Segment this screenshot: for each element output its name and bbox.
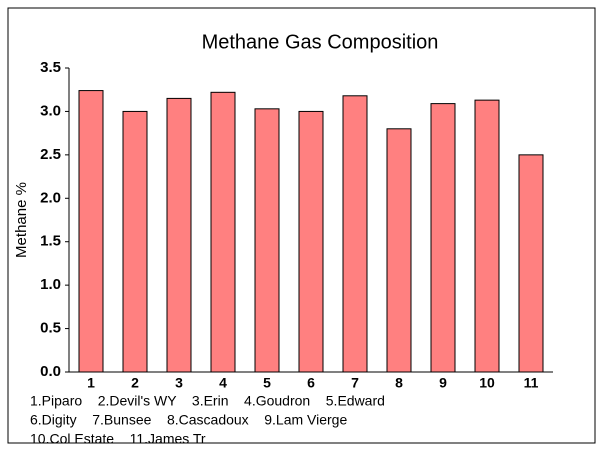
note: 1.Piparo 2.Devil's WY 3.Erin 4.Goudron 5… xyxy=(30,393,385,409)
bar xyxy=(518,154,544,373)
x-tick-label: 4 xyxy=(219,375,227,391)
bar xyxy=(342,95,368,373)
y-tick-label: 2.5 xyxy=(40,146,61,163)
x-tick-label: 7 xyxy=(351,375,359,391)
x-tick-label: 8 xyxy=(395,375,403,391)
x-tick-label: 9 xyxy=(439,375,447,391)
bar xyxy=(210,91,236,373)
bar xyxy=(254,108,280,373)
note: 6.Digity 7.Bunsee 8.Cascadoux 9.Lam Vier… xyxy=(30,412,347,428)
y-tick-label: 1.5 xyxy=(40,233,61,250)
y-tick-label: 1.0 xyxy=(40,276,61,293)
y-tick-label: 0.5 xyxy=(40,320,61,337)
y-tick-label: 2.0 xyxy=(40,189,61,206)
x-tick-label: 1 xyxy=(87,375,95,391)
note: 10.Col Estate 11.James Tr xyxy=(30,431,206,447)
bar xyxy=(78,90,104,373)
x-tick-label: 11 xyxy=(524,375,539,391)
x-tick-label: 10 xyxy=(479,375,495,391)
y-tick-label: 3.5 xyxy=(40,59,61,76)
x-tick-label: 5 xyxy=(263,375,271,391)
y-axis-label: Methane % xyxy=(13,182,30,258)
y-tick-label: 0.0 xyxy=(40,363,61,380)
bar xyxy=(122,110,148,373)
bar xyxy=(474,99,500,373)
bar xyxy=(298,110,324,373)
bar xyxy=(166,97,192,373)
chart-title: Methane Gas Composition xyxy=(202,31,439,53)
y-tick-label: 3.0 xyxy=(40,102,61,119)
bar xyxy=(430,103,456,373)
x-tick-label: 6 xyxy=(307,375,315,391)
x-tick-label: 2 xyxy=(131,375,139,391)
x-tick-label: 3 xyxy=(175,375,183,391)
bar xyxy=(386,128,412,373)
